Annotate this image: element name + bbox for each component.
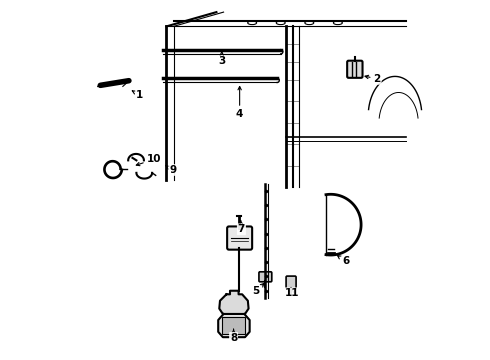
Polygon shape <box>218 314 249 337</box>
Ellipse shape <box>247 21 257 24</box>
Ellipse shape <box>305 21 314 24</box>
Text: 1: 1 <box>132 90 143 100</box>
Text: 8: 8 <box>230 329 237 343</box>
Text: 3: 3 <box>218 52 225 66</box>
Ellipse shape <box>333 21 343 24</box>
Text: 10: 10 <box>136 154 161 166</box>
Text: 11: 11 <box>285 288 299 298</box>
Polygon shape <box>220 291 248 314</box>
Bar <box>222 317 245 334</box>
Text: 5: 5 <box>252 284 264 296</box>
FancyBboxPatch shape <box>227 226 252 249</box>
Text: 7: 7 <box>238 221 245 234</box>
FancyBboxPatch shape <box>347 61 363 78</box>
Text: 6: 6 <box>338 256 349 266</box>
FancyBboxPatch shape <box>286 276 296 289</box>
FancyBboxPatch shape <box>259 272 272 282</box>
Text: 4: 4 <box>236 86 244 119</box>
Text: 9: 9 <box>166 165 176 175</box>
Ellipse shape <box>276 21 285 24</box>
Text: 2: 2 <box>365 74 381 84</box>
